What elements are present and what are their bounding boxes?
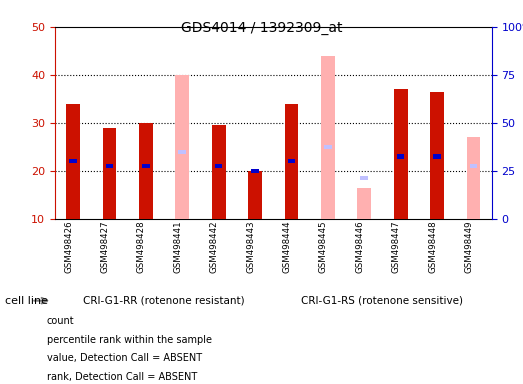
Bar <box>215 164 222 168</box>
Bar <box>142 164 150 168</box>
Bar <box>139 123 153 219</box>
Text: GSM498426: GSM498426 <box>64 221 73 273</box>
Bar <box>357 188 371 219</box>
Bar <box>178 149 186 154</box>
Bar <box>288 159 295 164</box>
Text: GSM498441: GSM498441 <box>173 221 183 273</box>
Text: GSM498447: GSM498447 <box>392 221 401 273</box>
Bar <box>285 104 299 219</box>
Text: cell line: cell line <box>5 296 48 306</box>
Bar <box>467 137 480 219</box>
Text: percentile rank within the sample: percentile rank within the sample <box>47 335 211 345</box>
Text: CRI-G1-RR (rotenone resistant): CRI-G1-RR (rotenone resistant) <box>83 296 245 306</box>
Bar <box>394 89 407 219</box>
Text: CRI-G1-RS (rotenone sensitive): CRI-G1-RS (rotenone sensitive) <box>301 296 463 306</box>
Text: value, Detection Call = ABSENT: value, Detection Call = ABSENT <box>47 353 202 363</box>
Bar <box>321 56 335 219</box>
Bar <box>248 171 262 219</box>
Bar <box>106 164 113 168</box>
Bar <box>397 154 404 159</box>
Text: GSM498428: GSM498428 <box>137 221 146 273</box>
Bar <box>175 75 189 219</box>
Bar <box>433 154 441 159</box>
Bar <box>70 159 77 164</box>
Bar <box>251 169 259 173</box>
Text: GSM498442: GSM498442 <box>210 221 219 273</box>
Bar <box>66 104 80 219</box>
Bar <box>212 125 225 219</box>
Text: GSM498449: GSM498449 <box>464 221 473 273</box>
Text: GSM498427: GSM498427 <box>100 221 109 273</box>
Text: GSM498448: GSM498448 <box>428 221 437 273</box>
Text: GSM498445: GSM498445 <box>319 221 328 273</box>
Text: GSM498443: GSM498443 <box>246 221 255 273</box>
Bar <box>360 176 368 180</box>
Bar <box>103 127 117 219</box>
Bar <box>470 164 477 168</box>
Text: GSM498446: GSM498446 <box>355 221 364 273</box>
Text: rank, Detection Call = ABSENT: rank, Detection Call = ABSENT <box>47 372 197 382</box>
Bar <box>430 92 444 219</box>
Text: GDS4014 / 1392309_at: GDS4014 / 1392309_at <box>181 21 342 35</box>
Bar <box>324 145 332 149</box>
Text: GSM498444: GSM498444 <box>282 221 291 273</box>
Text: count: count <box>47 316 74 326</box>
